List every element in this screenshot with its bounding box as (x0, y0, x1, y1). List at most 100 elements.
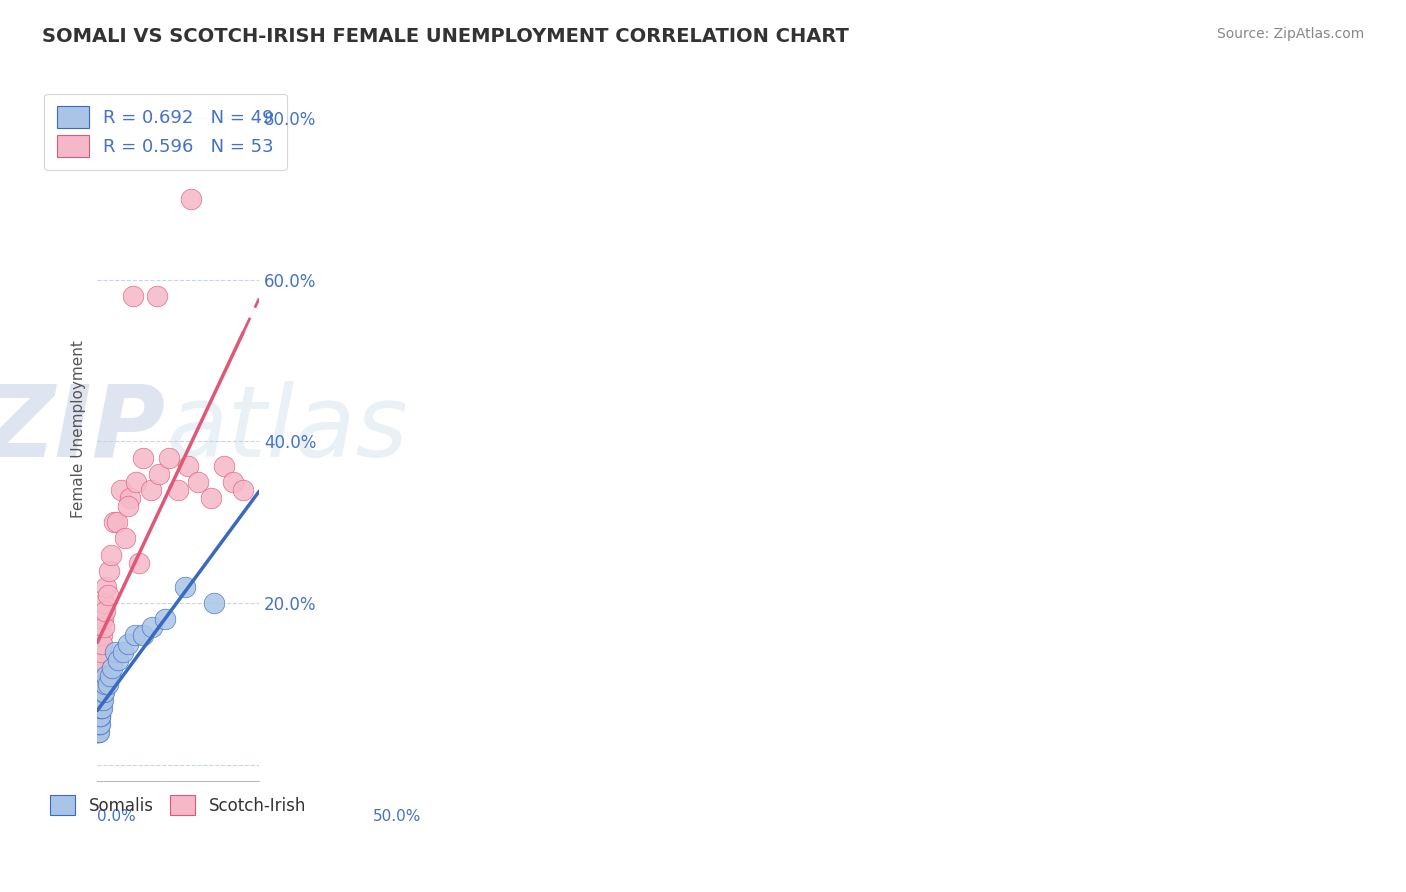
Point (93, 685, 115, 699)
Y-axis label: Female Unemployment: Female Unemployment (72, 340, 86, 518)
Point (87, 717, 110, 731)
Point (87, 693, 110, 707)
Point (114, 532, 136, 546)
Point (212, 458, 235, 473)
Point (97, 588, 120, 602)
Point (89, 717, 111, 731)
Point (91, 685, 114, 699)
Point (222, 475, 245, 489)
Text: SOMALI VS SCOTCH-IRISH FEMALE UNEMPLOYMENT CORRELATION CHART: SOMALI VS SCOTCH-IRISH FEMALE UNEMPLOYME… (42, 27, 849, 45)
Point (89, 701, 111, 715)
Point (104, 645, 127, 659)
Point (89, 709, 111, 723)
Point (87, 709, 110, 723)
Point (117, 499, 139, 513)
Point (89, 717, 111, 731)
Text: ZIP: ZIP (0, 381, 166, 478)
Point (89, 669, 111, 683)
Point (87, 725, 110, 739)
Point (91, 612, 114, 626)
Point (89, 669, 111, 683)
Point (89, 677, 111, 691)
Text: atlas: atlas (167, 381, 409, 478)
Point (87, 717, 110, 731)
Point (87, 725, 110, 739)
Point (87, 717, 110, 731)
Point (97, 677, 120, 691)
Point (86, 717, 108, 731)
Point (94, 604, 117, 618)
Point (117, 636, 139, 650)
Legend: Somalis, Scotch-Irish: Somalis, Scotch-Irish (44, 789, 312, 822)
Point (91, 685, 114, 699)
Point (87, 725, 110, 739)
Point (87, 701, 110, 715)
Point (131, 450, 153, 465)
Point (141, 620, 163, 634)
Point (90, 693, 112, 707)
Point (148, 467, 170, 481)
Point (103, 515, 125, 529)
Point (87, 701, 110, 715)
Point (202, 596, 225, 610)
Point (86, 725, 108, 739)
Point (89, 701, 111, 715)
Point (146, 289, 169, 303)
Point (87, 717, 110, 731)
Point (87, 677, 110, 691)
Point (167, 483, 190, 497)
Point (90, 628, 112, 642)
Point (89, 685, 111, 699)
Point (173, 580, 195, 594)
Point (90, 701, 112, 715)
Point (86, 709, 108, 723)
Point (90, 653, 112, 667)
Point (87, 701, 110, 715)
Point (93, 677, 115, 691)
Point (112, 645, 135, 659)
Text: Source: ZipAtlas.com: Source: ZipAtlas.com (1216, 27, 1364, 41)
Point (87, 709, 110, 723)
Point (124, 628, 146, 642)
Point (101, 661, 124, 675)
Point (87, 709, 110, 723)
Point (89, 653, 111, 667)
Text: 0.0%: 0.0% (97, 809, 136, 824)
Point (180, 192, 202, 206)
Point (89, 645, 111, 659)
Point (155, 612, 177, 626)
Point (86, 709, 108, 723)
Point (86, 725, 108, 739)
Point (87, 693, 110, 707)
Point (87, 661, 110, 675)
Point (93, 620, 115, 634)
Point (90, 636, 112, 650)
Point (90, 701, 112, 715)
Point (96, 669, 118, 683)
Point (131, 628, 153, 642)
Point (87, 717, 110, 731)
Point (93, 596, 115, 610)
Point (107, 653, 129, 667)
Point (118, 491, 141, 505)
Point (87, 701, 110, 715)
Point (177, 458, 200, 473)
Point (139, 483, 162, 497)
Point (87, 677, 110, 691)
Point (98, 564, 121, 578)
Point (122, 289, 145, 303)
Point (89, 709, 111, 723)
Point (124, 475, 146, 489)
Point (87, 709, 110, 723)
Point (200, 491, 222, 505)
Point (98, 669, 121, 683)
Point (91, 636, 114, 650)
Point (128, 556, 150, 570)
Point (96, 580, 118, 594)
Point (187, 475, 209, 489)
Point (105, 515, 128, 529)
Point (90, 701, 112, 715)
Point (91, 693, 114, 707)
Point (94, 677, 117, 691)
Point (232, 483, 254, 497)
